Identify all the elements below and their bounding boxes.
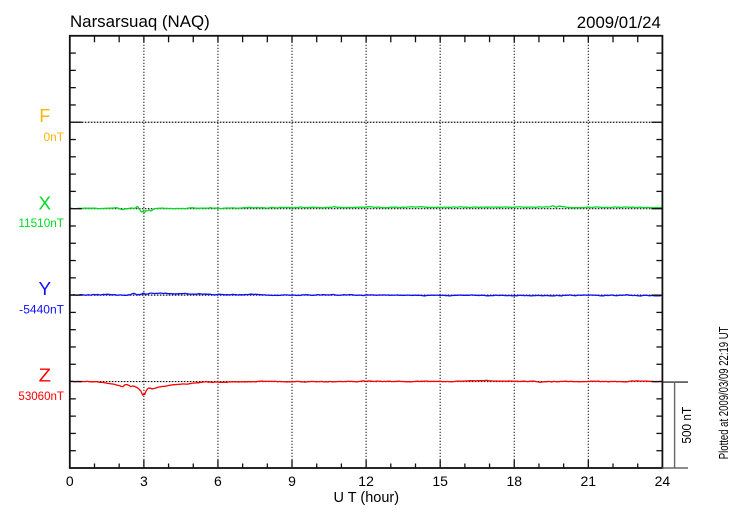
svg-text:15: 15	[432, 473, 448, 489]
svg-text:X: X	[39, 193, 52, 214]
svg-text:0: 0	[66, 473, 74, 489]
svg-text:12: 12	[358, 473, 374, 489]
svg-text:3: 3	[140, 473, 148, 489]
svg-text:Plotted at 2009/03/09 22:19 UT: Plotted at 2009/03/09 22:19 UT	[716, 326, 730, 459]
svg-text:U T (hour): U T (hour)	[334, 490, 400, 506]
svg-text:-5440nT: -5440nT	[19, 303, 64, 317]
svg-text:0nT: 0nT	[44, 130, 65, 144]
svg-text:11510nT: 11510nT	[18, 216, 64, 230]
svg-text:9: 9	[288, 473, 296, 489]
svg-text:53060nT: 53060nT	[18, 389, 64, 403]
svg-text:24: 24	[655, 473, 671, 489]
svg-text:18: 18	[506, 473, 522, 489]
svg-text:Narsarsuaq (NAQ): Narsarsuaq (NAQ)	[70, 13, 210, 31]
svg-text:21: 21	[581, 473, 597, 489]
svg-text:Y: Y	[39, 278, 52, 299]
svg-text:2009/01/24: 2009/01/24	[577, 14, 661, 32]
svg-text:Z: Z	[39, 365, 51, 386]
svg-text:F: F	[39, 105, 50, 126]
svg-text:6: 6	[214, 473, 222, 489]
svg-text:500 nT: 500 nT	[680, 406, 694, 443]
